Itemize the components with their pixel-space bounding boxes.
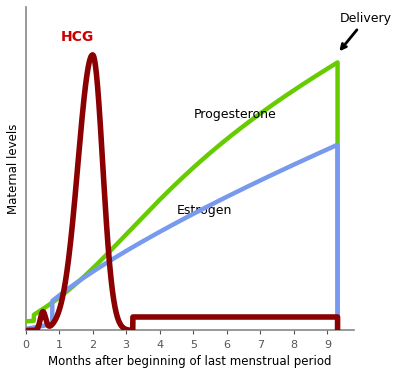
Text: Progesterone: Progesterone — [193, 108, 276, 121]
X-axis label: Months after beginning of last menstrual period: Months after beginning of last menstrual… — [48, 355, 332, 368]
Y-axis label: Maternal levels: Maternal levels — [7, 123, 20, 214]
Text: HCG: HCG — [61, 30, 94, 44]
Text: Estrogen: Estrogen — [176, 204, 232, 217]
Text: Delivery: Delivery — [340, 12, 392, 49]
